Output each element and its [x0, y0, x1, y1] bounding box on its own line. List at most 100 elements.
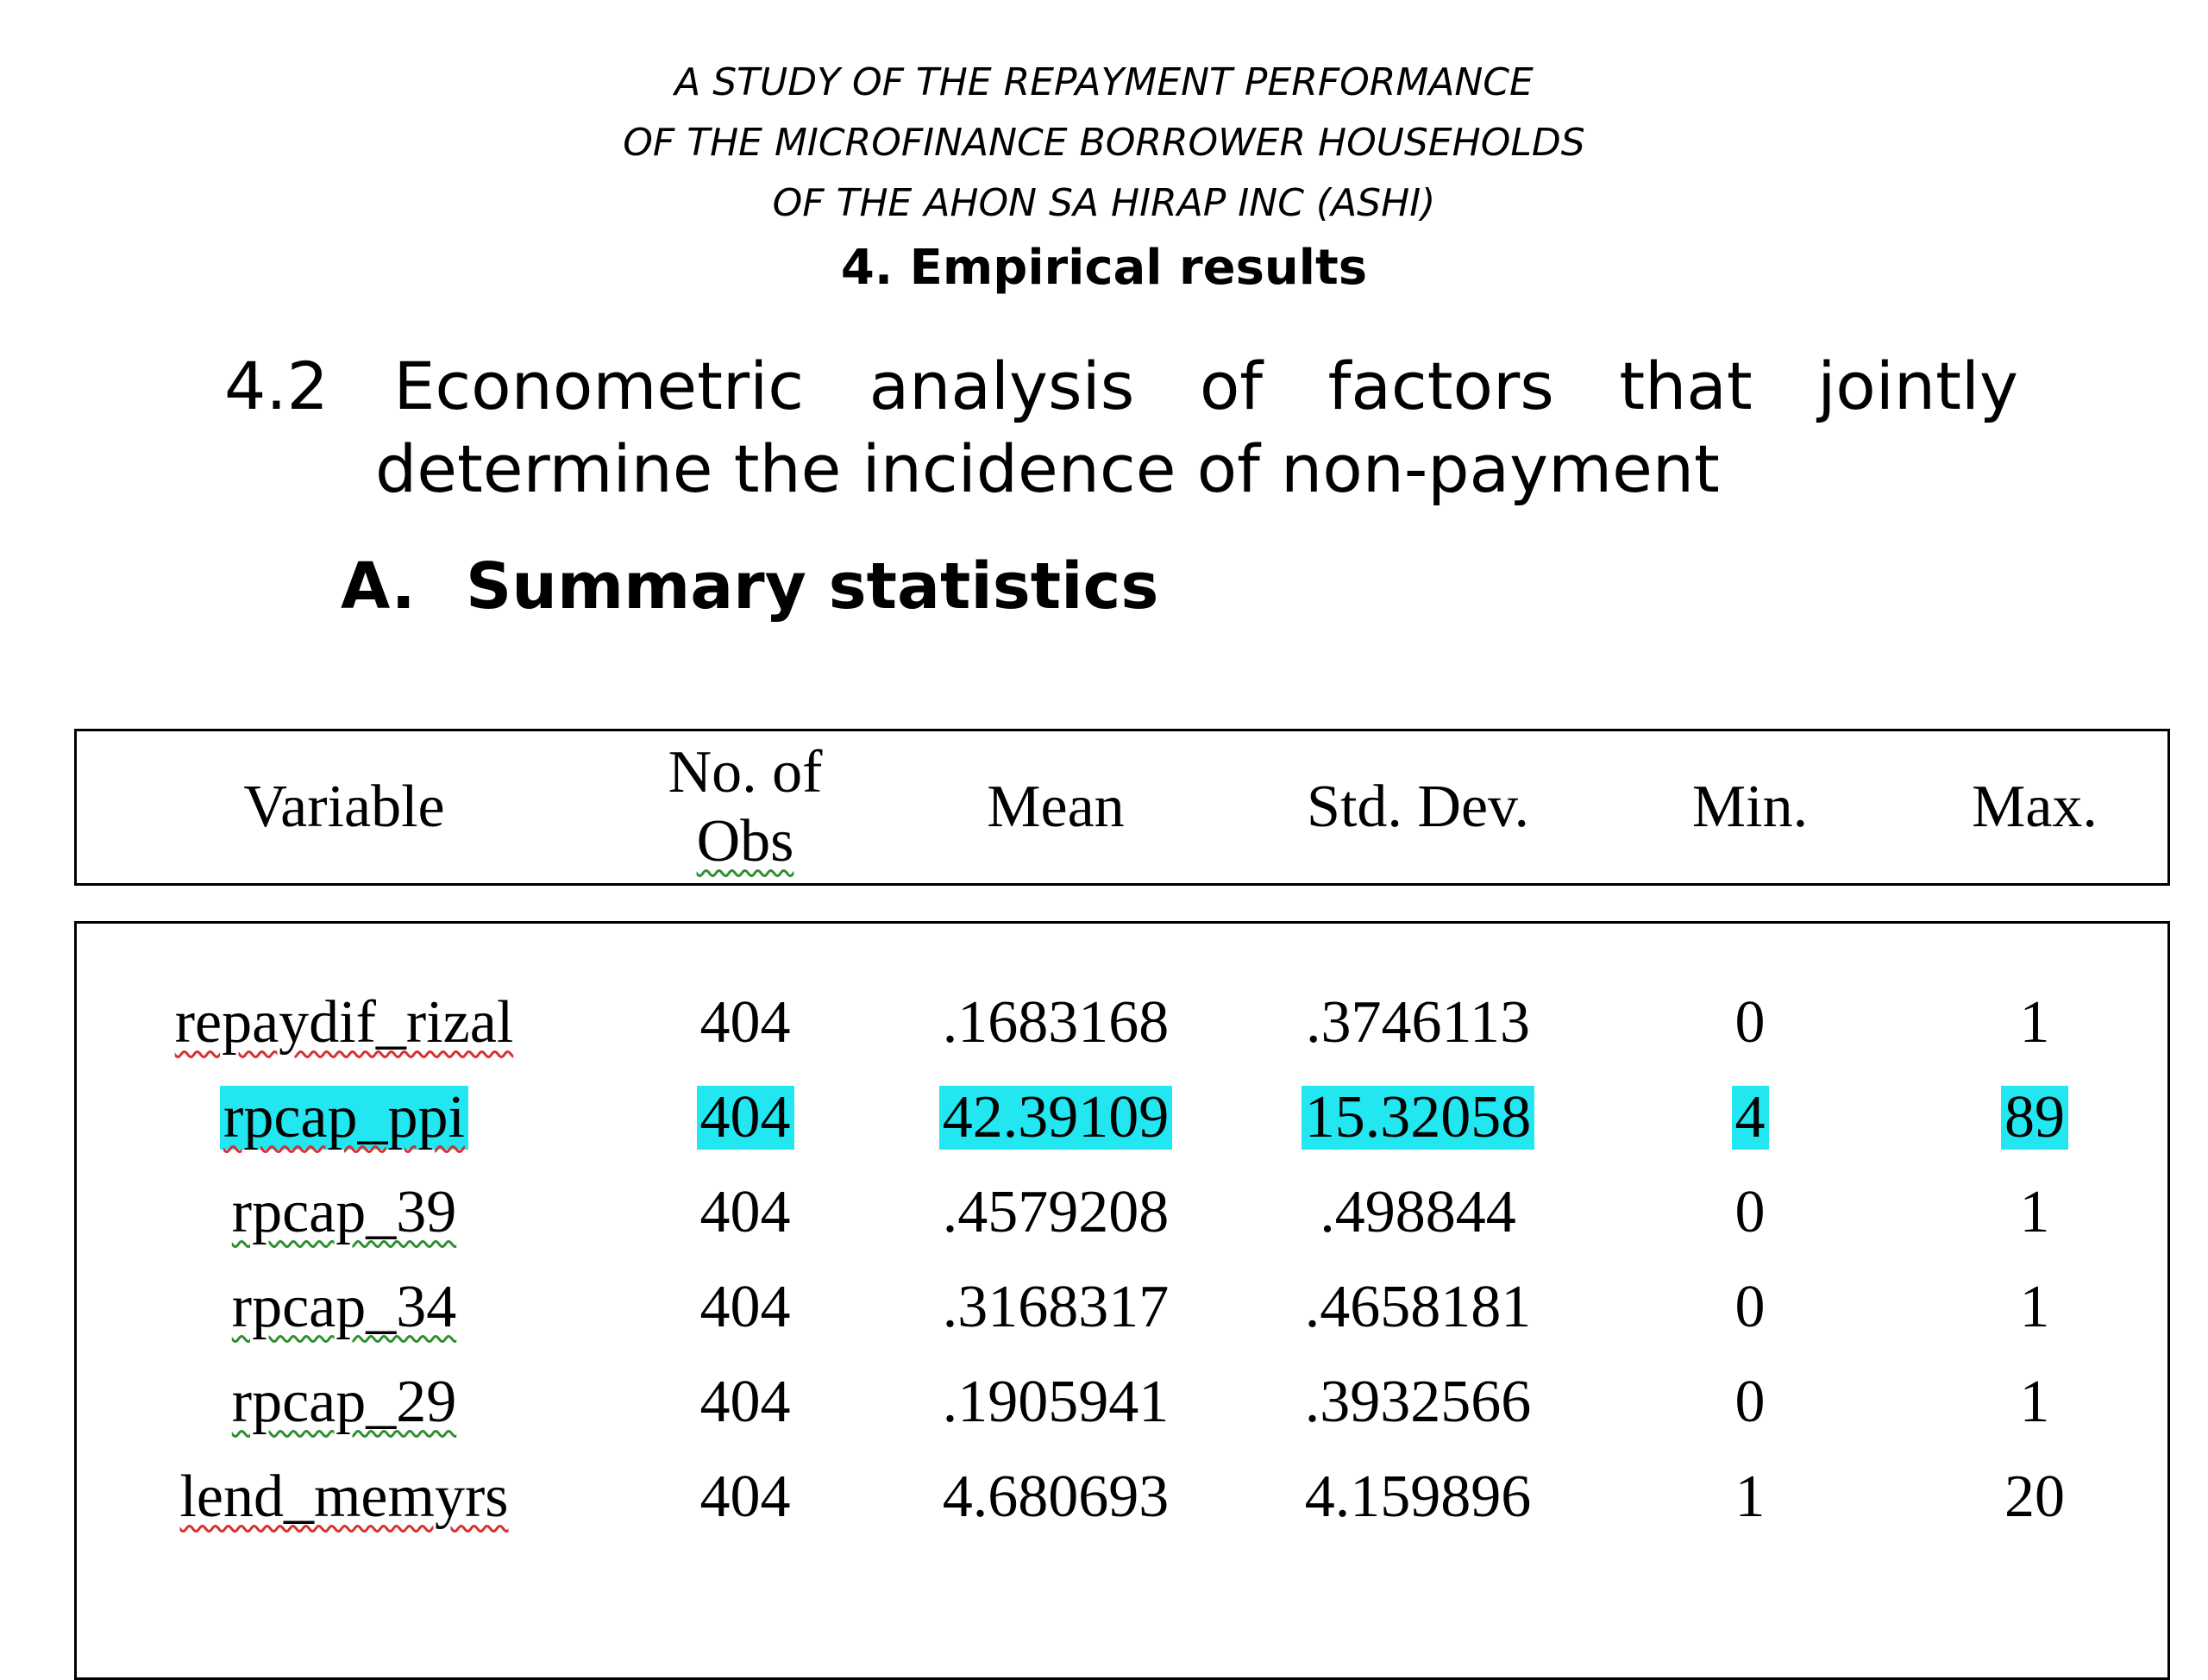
cell-std-dev-text: .3746113 — [1306, 989, 1530, 1056]
column-header-obs-line-1-text: No. of — [668, 739, 823, 806]
subsection-word-5: that — [1619, 348, 1753, 424]
cell-obs-text: 404 — [699, 1274, 791, 1340]
cell-min: 0 — [1603, 1165, 1897, 1260]
subsubsection-letter: A. — [341, 549, 416, 624]
column-header-std-dev-label: Std. Dev. — [1307, 774, 1529, 840]
cell-std-dev-text: 4.159896 — [1304, 1464, 1532, 1530]
table-row: rpcap_29 404 .1905941 .3932566 0 1 — [77, 1355, 2173, 1450]
subsection-heading: 4.2 Econometric analysis of factors that… — [224, 345, 2018, 511]
subsection-word-3: of — [1199, 348, 1264, 424]
cell-max: 20 — [1897, 1450, 2173, 1545]
column-header-mean-label: Mean — [987, 774, 1125, 840]
cell-max-text: 1 — [2019, 1274, 2050, 1340]
subsection-word-1: Econometric — [393, 348, 805, 424]
column-header-variable-label: Variable — [243, 774, 445, 840]
table-row: repaydif_rizal 404 .1683168 .3746113 0 1 — [77, 975, 2173, 1070]
subsection-number: 4.2 — [224, 348, 329, 424]
cell-variable: rpcap_39 — [77, 1165, 612, 1260]
cell-mean: .1905941 — [879, 1355, 1233, 1450]
column-header-max: Max. — [1897, 731, 2173, 883]
cell-std-dev-text: 15.32058 — [1301, 1086, 1535, 1150]
cell-max: 1 — [1897, 975, 2173, 1070]
table-row: rpcap_34 404 .3168317 .4658181 0 1 — [77, 1260, 2173, 1355]
cell-variable-text: rpcap_34 — [231, 1274, 457, 1340]
cell-max: 1 — [1897, 1165, 2173, 1260]
cell-variable: rpcap_ppi — [77, 1070, 612, 1165]
subsection-word-4: factors — [1327, 348, 1554, 424]
cell-mean-text: 4.680693 — [942, 1464, 1170, 1530]
cell-min: 0 — [1603, 1260, 1897, 1355]
cell-max-text: 1 — [2019, 1369, 2050, 1435]
subsection-word-2: analysis — [869, 348, 1135, 424]
cell-mean-text: .1905941 — [942, 1369, 1170, 1435]
cell-obs: 404 — [612, 1260, 879, 1355]
cell-std-dev-text: .3932566 — [1304, 1369, 1532, 1435]
cell-std-dev: .3746113 — [1233, 975, 1603, 1070]
cell-std-dev: .498844 — [1233, 1165, 1603, 1260]
table-row: lend_memyrs 404 4.680693 4.159896 1 20 — [77, 1450, 2173, 1545]
cell-variable-text: rpcap_ppi — [220, 1086, 468, 1150]
cell-min: 0 — [1603, 975, 1897, 1070]
cell-mean: .1683168 — [879, 975, 1233, 1070]
cell-max-text: 20 — [2004, 1464, 2065, 1530]
cell-mean: 42.39109 — [879, 1070, 1233, 1165]
title-line-1: A STUDY OF THE REPAYMENT PERFORMANCE — [674, 60, 1534, 104]
cell-variable: repaydif_rizal — [77, 975, 612, 1070]
cell-std-dev: .4658181 — [1233, 1260, 1603, 1355]
cell-min-text: 0 — [1734, 989, 1766, 1056]
cell-obs: 404 — [612, 975, 879, 1070]
column-header-mean: Mean — [879, 731, 1233, 883]
column-header-min: Min. — [1603, 731, 1897, 883]
column-header-obs: No. of Obs — [612, 731, 879, 883]
subsubsection-heading: A. Summary statistics — [341, 548, 1158, 625]
cell-std-dev-text: .4658181 — [1304, 1274, 1532, 1340]
subsection-heading-line-1: 4.2 Econometric analysis of factors that… — [224, 345, 2018, 428]
cell-max: 1 — [1897, 1260, 2173, 1355]
cell-variable-text: lend_memyrs — [179, 1464, 509, 1530]
cell-obs: 404 — [612, 1070, 879, 1165]
cell-obs: 404 — [612, 1355, 879, 1450]
subsection-word-6: jointly — [1817, 348, 2018, 424]
cell-variable: rpcap_34 — [77, 1260, 612, 1355]
cell-min-text: 0 — [1734, 1274, 1766, 1340]
table-row-highlighted: rpcap_ppi 404 42.39109 15.32058 4 89 — [77, 1070, 2173, 1165]
cell-min-text: 1 — [1734, 1464, 1766, 1530]
cell-mean: .3168317 — [879, 1260, 1233, 1355]
section-heading: 4. Empirical results — [840, 240, 1368, 296]
subsection-heading-line-2: determine the incidence of non-payment — [375, 430, 1720, 507]
table-body: repaydif_rizal 404 .1683168 .3746113 0 1… — [74, 921, 2170, 1680]
title-line-2: OF THE MICROFINANCE BORROWER HOUSEHOLDS — [623, 121, 1585, 165]
column-header-variable: Variable — [77, 731, 612, 883]
cell-max-text: 89 — [2001, 1086, 2068, 1150]
cell-variable: lend_memyrs — [77, 1450, 612, 1545]
cell-obs-text: 404 — [699, 1369, 791, 1435]
cell-obs-text: 404 — [699, 1464, 791, 1530]
cell-min-text: 0 — [1734, 1179, 1766, 1245]
cell-mean-text: .1683168 — [942, 989, 1170, 1056]
title-line-3: OF THE AHON SA HIRAP INC (ASHI) — [772, 181, 1436, 225]
cell-min-text: 4 — [1731, 1086, 1769, 1150]
cell-min: 0 — [1603, 1355, 1897, 1450]
column-header-std-dev: Std. Dev. — [1233, 731, 1603, 883]
cell-obs-text: 404 — [699, 1179, 791, 1245]
cell-min-text: 0 — [1734, 1369, 1766, 1435]
cell-max: 89 — [1897, 1070, 2173, 1165]
cell-std-dev-text: .498844 — [1320, 1179, 1516, 1245]
table-header: Variable No. of Obs Mean Std. Dev. Min. … — [74, 729, 2170, 886]
column-header-min-label: Min. — [1691, 774, 1809, 840]
cell-mean-text: .4579208 — [942, 1179, 1170, 1245]
cell-mean: .4579208 — [879, 1165, 1233, 1260]
cell-mean-text: 42.39109 — [938, 1086, 1173, 1150]
cell-obs-text: 404 — [696, 1086, 794, 1150]
cell-max: 1 — [1897, 1355, 2173, 1450]
cell-max-text: 1 — [2019, 1179, 2050, 1245]
cell-mean: 4.680693 — [879, 1450, 1233, 1545]
column-header-obs-line-2: Obs — [668, 807, 823, 876]
cell-mean-text: .3168317 — [942, 1274, 1170, 1340]
cell-obs: 404 — [612, 1450, 879, 1545]
cell-variable: rpcap_29 — [77, 1355, 612, 1450]
cell-variable-text: rpcap_29 — [231, 1369, 457, 1435]
cell-std-dev: .3932566 — [1233, 1355, 1603, 1450]
column-header-obs-line-1: No. of — [668, 738, 823, 807]
cell-min: 4 — [1603, 1070, 1897, 1165]
